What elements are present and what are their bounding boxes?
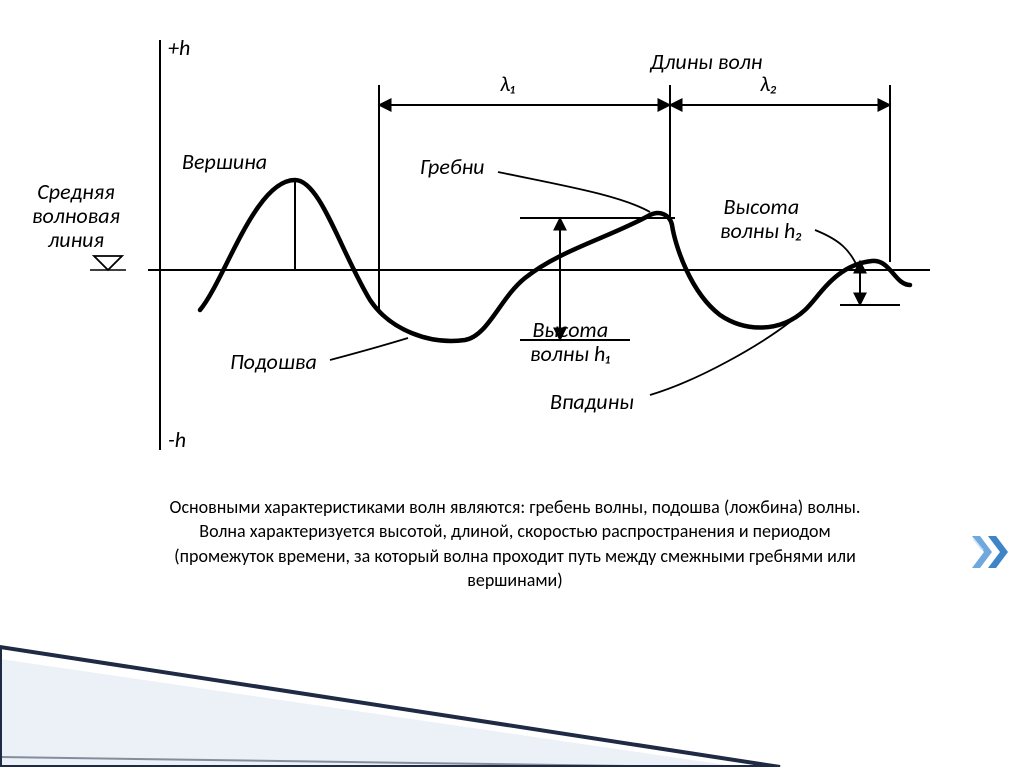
label-lambda2: λ₂ [760, 72, 778, 96]
caption-text: Основными характеристиками волн являются… [150, 495, 880, 592]
label-vershina: Вершина [182, 150, 267, 174]
chevron-nav-icon[interactable] [970, 530, 1016, 574]
label-dliny-voln: Длины волн [650, 50, 762, 74]
wave-diagram: Средняя волновая линия Вершина Гребни Дл… [60, 20, 960, 470]
label-minus-h: -h [168, 428, 186, 452]
label-podoshva: Подошва [230, 350, 317, 374]
label-grebni: Гребни [420, 155, 485, 179]
slide-corner-decoration [0, 607, 1024, 767]
label-avg-line: Средняя волновая линия [32, 180, 120, 253]
label-vysota2: Высота волны h₂ [720, 195, 803, 243]
label-plus-h: +h [168, 36, 190, 60]
label-vpadiny: Впадины [550, 390, 634, 414]
label-lambda1: λ₁ [500, 72, 516, 96]
label-vysota1: Высота волны h₁ [530, 318, 611, 366]
